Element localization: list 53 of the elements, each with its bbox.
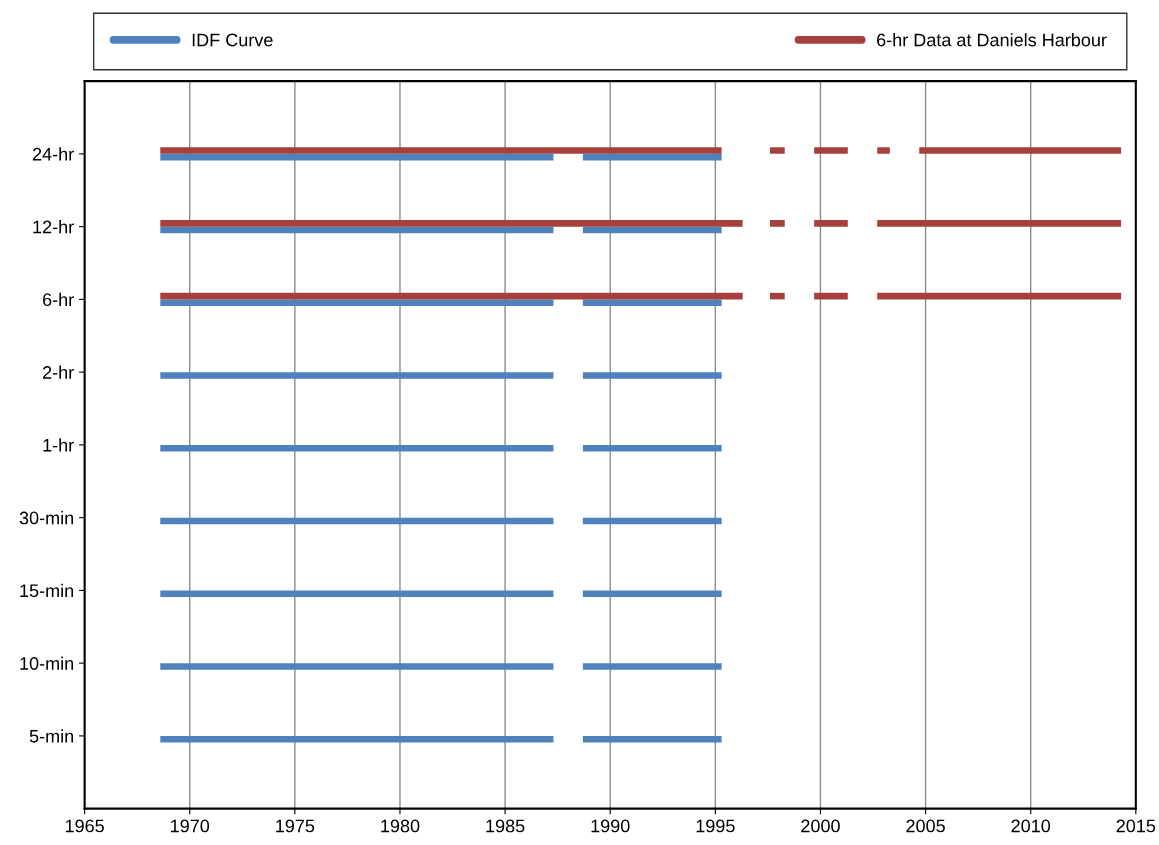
bar	[814, 220, 848, 227]
bar	[160, 735, 554, 743]
bar	[160, 590, 554, 597]
bar	[814, 147, 848, 154]
x-tick-label: 2010	[1011, 819, 1051, 833]
y-tick-label: 15-min	[20, 583, 74, 598]
bar	[160, 663, 554, 670]
bar	[582, 517, 722, 525]
bar	[770, 147, 785, 154]
x-tick-label: 2005	[906, 819, 945, 833]
bar	[582, 735, 722, 743]
x-tick-label: 1995	[696, 819, 735, 833]
bar	[160, 226, 554, 234]
x-tick-label: 2000	[801, 819, 840, 833]
bar	[582, 372, 722, 379]
x-tick-label: 2015	[1116, 819, 1156, 833]
y-tick-label: 24-hr	[32, 147, 74, 161]
bar	[582, 153, 722, 161]
bar	[877, 147, 890, 154]
bar	[582, 226, 722, 234]
y-tick-label: 10-min	[20, 656, 74, 670]
x-tick-label: 1990	[591, 819, 630, 833]
bar	[814, 292, 848, 300]
bar	[160, 153, 554, 161]
bar	[770, 292, 785, 300]
y-tick-label: 1-hr	[43, 438, 74, 452]
y-tick-label: 2-hr	[42, 365, 74, 379]
bar	[877, 292, 1122, 300]
x-tick-label: 1975	[276, 819, 315, 833]
x-tick-label: 1970	[171, 819, 210, 833]
y-tick-label: 5-min	[29, 729, 74, 743]
bar	[582, 299, 722, 306]
bar	[160, 299, 554, 306]
legend-label: 6-hr Data at Daniels Harbour	[877, 33, 1107, 47]
bar	[160, 372, 554, 379]
bar	[160, 147, 722, 154]
y-tick-label: 30-min	[19, 511, 74, 525]
bar	[160, 444, 554, 452]
bar	[160, 292, 743, 300]
bar	[582, 590, 722, 597]
bar	[160, 220, 743, 227]
bar	[160, 517, 554, 525]
legend-label: IDF Curve	[192, 33, 273, 47]
bar	[877, 220, 1122, 227]
y-tick-label: 6-hr	[43, 292, 74, 307]
bar	[770, 220, 785, 227]
x-tick-label: 1965	[65, 819, 104, 833]
bar	[582, 663, 722, 670]
y-tick-label: 12-hr	[33, 220, 74, 234]
bar	[919, 147, 1122, 154]
x-tick-label: 1985	[486, 819, 525, 833]
x-tick-label: 1980	[381, 819, 420, 833]
bar	[582, 444, 722, 452]
